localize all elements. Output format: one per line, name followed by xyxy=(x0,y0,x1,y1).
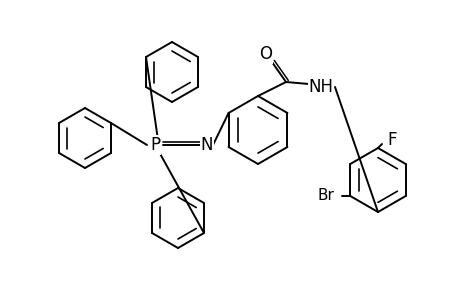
Text: P: P xyxy=(150,136,160,154)
Text: Br: Br xyxy=(317,188,334,203)
Text: O: O xyxy=(259,45,272,63)
Text: NH: NH xyxy=(308,78,333,96)
Text: F: F xyxy=(386,131,396,149)
Text: N: N xyxy=(200,136,213,154)
